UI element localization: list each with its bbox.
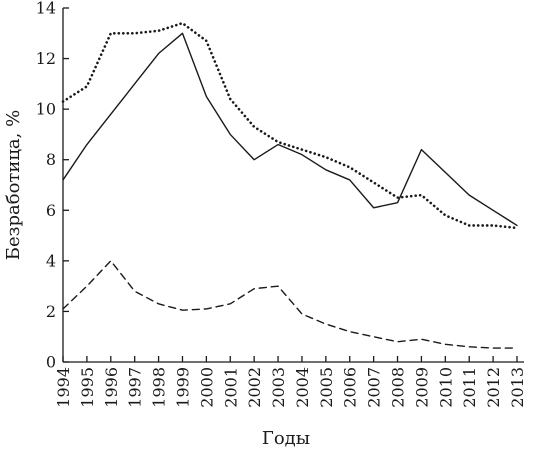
x-tick-label: 1998 xyxy=(150,367,169,408)
x-tick-label: 2002 xyxy=(245,367,264,408)
x-tick-label: 2000 xyxy=(197,367,216,408)
x-tick-label: 2001 xyxy=(221,367,240,408)
x-axis-title: Годы xyxy=(262,428,310,449)
y-tick-label: 12 xyxy=(36,49,56,68)
y-tick-label: 8 xyxy=(46,150,56,169)
x-tick-label: 2003 xyxy=(269,367,288,408)
y-ticks: 0 2 4 6 8 10 12 14 xyxy=(36,0,69,372)
y-tick-label: 4 xyxy=(46,251,56,270)
x-tick-label: 2010 xyxy=(436,367,455,408)
x-tick-label: 1994 xyxy=(54,367,73,408)
x-tick-label: 2007 xyxy=(365,367,384,408)
x-tick-label: 2006 xyxy=(341,367,360,408)
x-tick-label: 2004 xyxy=(293,367,312,408)
series-layer xyxy=(61,21,519,349)
y-tick-label: 2 xyxy=(46,302,56,321)
x-tick-label: 1999 xyxy=(173,367,192,408)
x-tick-label: 2009 xyxy=(412,367,431,408)
x-tick-label: 1996 xyxy=(102,367,121,408)
axes xyxy=(62,8,524,363)
series-line-solid xyxy=(62,32,518,227)
x-tick-label: 2008 xyxy=(389,367,408,408)
y-tick-label: 14 xyxy=(36,0,56,18)
series-line-dashed xyxy=(62,260,518,349)
x-tick-label: 2013 xyxy=(508,367,527,408)
y-axis-title: Безработица, % xyxy=(3,110,24,260)
x-tick-label: 1997 xyxy=(126,367,145,408)
x-ticks: 1994 1995 1996 1997 1998 1999 2000 2001 2002 2003… xyxy=(54,356,527,408)
y-tick-label: 10 xyxy=(36,100,56,119)
x-tick-label: 2012 xyxy=(484,367,503,408)
x-tick-label: 2005 xyxy=(317,367,336,408)
series-line-dotted xyxy=(61,21,519,230)
x-tick-label: 2011 xyxy=(460,367,479,408)
x-tick-label: 1995 xyxy=(78,367,97,408)
y-tick-label: 6 xyxy=(46,201,56,220)
y-tick-label: 0 xyxy=(46,353,56,372)
